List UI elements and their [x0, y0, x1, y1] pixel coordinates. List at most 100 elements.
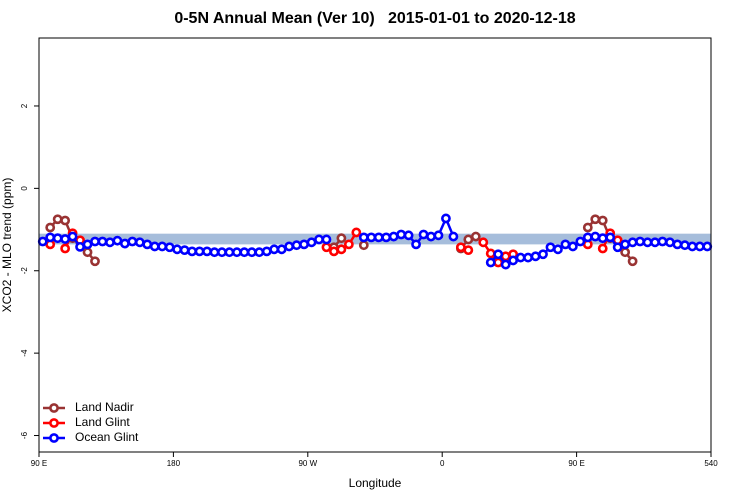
data-point [605, 232, 616, 243]
y-tick-label: -6 [20, 431, 29, 439]
data-point [329, 246, 339, 257]
data-point [52, 214, 63, 225]
data-point [60, 215, 71, 226]
data-point [276, 244, 287, 255]
data-point [254, 247, 265, 258]
data-point [679, 240, 690, 251]
x-tick-label: 0 [440, 459, 445, 468]
plot-frame [38, 37, 712, 453]
data-point [523, 252, 533, 263]
data-point [448, 231, 459, 242]
data-point [60, 243, 71, 254]
data-point [500, 259, 511, 270]
data-point [45, 222, 56, 233]
data-point [149, 241, 160, 252]
data-point [627, 256, 638, 267]
data-point [52, 233, 63, 244]
data-point [478, 237, 489, 248]
data-point [82, 247, 93, 258]
data-point [314, 234, 324, 245]
data-point [358, 240, 369, 251]
data-point [67, 231, 78, 242]
data-point [493, 249, 504, 260]
data-point [157, 241, 168, 252]
data-point [194, 246, 205, 257]
data-point [202, 246, 212, 257]
legend-label: Land Nadir [75, 400, 134, 414]
data-point [164, 242, 175, 253]
data-point [411, 239, 421, 250]
data-point [209, 247, 220, 258]
data-point [231, 247, 242, 258]
data-point [142, 239, 153, 250]
data-point [657, 236, 668, 247]
data-point [553, 244, 563, 255]
data-point [246, 247, 257, 258]
data-point [60, 234, 71, 244]
data-point [612, 242, 623, 253]
data-point [500, 251, 511, 262]
y-tick-label: 0 [20, 186, 29, 191]
data-point [418, 229, 429, 240]
y-tick-label: -2 [20, 267, 29, 275]
x-tick-label: 90 W [298, 459, 317, 468]
data-point [75, 241, 85, 252]
data-point [672, 239, 683, 250]
legend-marker [49, 403, 59, 413]
y-tick-label: -4 [20, 349, 29, 357]
data-point [582, 232, 593, 243]
data-point [485, 248, 496, 259]
data-point [172, 244, 183, 255]
data-point [351, 227, 362, 238]
data-point [485, 257, 496, 268]
data-point [620, 247, 631, 258]
legend-marker [49, 433, 59, 443]
data-point [694, 241, 705, 252]
data-point [650, 237, 660, 248]
data-point [119, 238, 130, 249]
data-point [358, 232, 369, 243]
data-point [530, 251, 541, 262]
data-point [224, 247, 235, 258]
data-point [336, 244, 347, 255]
data-point [187, 246, 197, 257]
data-point [90, 256, 100, 267]
y-axis-label: XCO2 - MLO trend (ppm) [0, 178, 14, 313]
data-point [97, 236, 108, 247]
data-point [642, 237, 653, 248]
legend-label: Ocean Glint [75, 430, 139, 444]
data-point [463, 245, 474, 256]
x-axis-label: Longitude [349, 476, 402, 490]
data-point [105, 237, 115, 248]
chart-title: 0-5N Annual Mean (Ver 10) 2015-01-01 to … [174, 10, 575, 27]
data-point [396, 229, 407, 240]
data-point [82, 239, 93, 250]
data-point [627, 237, 638, 248]
data-point [321, 242, 332, 253]
data-point [545, 242, 556, 253]
data-point [515, 252, 526, 263]
data-point [635, 236, 645, 247]
data-point [597, 233, 608, 244]
data-point [306, 237, 317, 248]
data-point [343, 239, 354, 250]
data-point [597, 243, 608, 254]
data-point [665, 237, 675, 248]
data-point [321, 234, 332, 245]
legend-marker [49, 418, 59, 428]
x-tick-label: 90 E [31, 459, 47, 468]
data-point [284, 241, 295, 252]
data-point [381, 232, 392, 243]
data-point [112, 235, 123, 246]
data-point [134, 237, 145, 248]
data-point [37, 236, 48, 247]
data-point [493, 257, 504, 268]
x-tick-label: 90 E [568, 459, 584, 468]
data-point [373, 232, 384, 243]
data-point [508, 255, 519, 266]
data-point [217, 247, 227, 258]
data-point [470, 231, 481, 242]
data-point [620, 239, 631, 250]
data-point [261, 246, 272, 257]
